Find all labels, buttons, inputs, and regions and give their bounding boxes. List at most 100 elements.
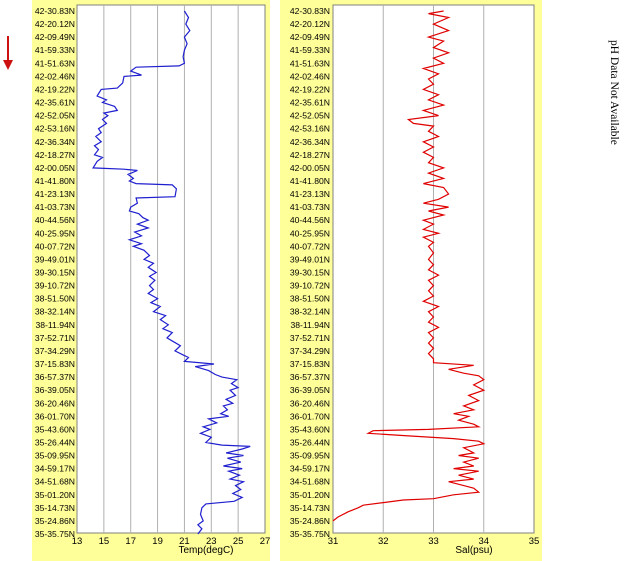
latitude-label: 37-34.29N bbox=[290, 346, 330, 356]
latitude-label: 35-24.86N bbox=[290, 516, 330, 526]
ph-unavailable-note: pH Data Not Available bbox=[608, 40, 620, 145]
latitude-label: 41-51.63N bbox=[35, 58, 75, 68]
latitude-label: 42-52.05N bbox=[35, 111, 75, 121]
latitude-label: 35-14.73N bbox=[290, 503, 330, 513]
latitude-label: 37-15.83N bbox=[290, 359, 330, 369]
temp-series-line bbox=[92, 10, 251, 535]
latitude-label: 36-01.70N bbox=[290, 411, 330, 421]
latitude-label: 40-07.72N bbox=[290, 241, 330, 251]
latitude-label: 41-59.33N bbox=[35, 45, 75, 55]
latitude-label: 35-14.73N bbox=[35, 503, 75, 513]
latitude-label: 42-00.05N bbox=[35, 163, 75, 173]
x-tick-label: 15 bbox=[99, 536, 110, 547]
latitude-label: 42-35.61N bbox=[35, 98, 75, 108]
temp-x-axis: 13 15 17 19 21 23 25 27 bbox=[72, 536, 271, 547]
latitude-label: 42-36.34N bbox=[35, 137, 75, 147]
latitude-label: 42-18.27N bbox=[290, 150, 330, 160]
latitude-label: 35-43.60N bbox=[35, 424, 75, 434]
latitude-label: 39-30.15N bbox=[35, 268, 75, 278]
latitude-label: 38-32.14N bbox=[35, 307, 75, 317]
x-tick-label: 31 bbox=[328, 536, 339, 547]
latitude-label: 35-26.44N bbox=[35, 437, 75, 447]
temp-x-axis-label: Temp(degC) bbox=[178, 545, 233, 556]
x-tick-label: 25 bbox=[233, 536, 244, 547]
latitude-label: 42-19.22N bbox=[290, 84, 330, 94]
x-tick-label: 33 bbox=[428, 536, 439, 547]
latitude-label: 42-53.16N bbox=[35, 124, 75, 134]
latitude-label: 37-34.29N bbox=[35, 346, 75, 356]
x-tick-label: 13 bbox=[72, 536, 83, 547]
latitude-label: 39-10.72N bbox=[35, 281, 75, 291]
x-tick-label: 23 bbox=[206, 536, 217, 547]
latitude-label: 42-30.83N bbox=[290, 6, 330, 16]
latitude-label: 41-23.13N bbox=[290, 189, 330, 199]
sal-x-axis: 31 32 33 34 35 bbox=[328, 536, 540, 547]
x-tick-label: 34 bbox=[478, 536, 489, 547]
x-tick-label: 32 bbox=[378, 536, 389, 547]
x-tick-label: 27 bbox=[260, 536, 271, 547]
latitude-label: 41-41.80N bbox=[290, 176, 330, 186]
latitude-label: 36-01.70N bbox=[35, 411, 75, 421]
latitude-label: 38-51.50N bbox=[290, 294, 330, 304]
latitude-label: 42-18.27N bbox=[35, 150, 75, 160]
latitude-label: 35-26.44N bbox=[290, 437, 330, 447]
latitude-label: 42-36.34N bbox=[290, 137, 330, 147]
latitude-label: 41-41.80N bbox=[35, 176, 75, 186]
latitude-label: 39-10.72N bbox=[290, 281, 330, 291]
latitude-label: 41-03.73N bbox=[35, 202, 75, 212]
temp-latitude-axis: 42-30.83N 42-20.12N 42-09.49N 41-59.33N 41-5… bbox=[35, 6, 75, 539]
latitude-label: 36-57.37N bbox=[290, 372, 330, 382]
latitude-label: 42-30.83N bbox=[35, 6, 75, 16]
latitude-label: 34-59.17N bbox=[35, 464, 75, 474]
latitude-label: 34-51.68N bbox=[290, 477, 330, 487]
latitude-label: 34-51.68N bbox=[35, 477, 75, 487]
latitude-label: 35-24.86N bbox=[35, 516, 75, 526]
latitude-label: 37-52.71N bbox=[290, 333, 330, 343]
latitude-label: 42-20.12N bbox=[290, 19, 330, 29]
latitude-label: 36-39.05N bbox=[290, 385, 330, 395]
latitude-label: 42-20.12N bbox=[35, 19, 75, 29]
latitude-label: 36-20.46N bbox=[290, 398, 330, 408]
latitude-label: 37-15.83N bbox=[35, 359, 75, 369]
latitude-label: 41-51.63N bbox=[290, 58, 330, 68]
latitude-label: 35-01.20N bbox=[290, 490, 330, 500]
latitude-label: 36-57.37N bbox=[35, 372, 75, 382]
latitude-label: 42-09.49N bbox=[290, 32, 330, 42]
latitude-label: 42-52.05N bbox=[290, 111, 330, 121]
latitude-label: 42-19.22N bbox=[35, 84, 75, 94]
latitude-label: 42-53.16N bbox=[290, 124, 330, 134]
latitude-label: 35-09.95N bbox=[35, 451, 75, 461]
latitude-label: 38-11.94N bbox=[36, 320, 76, 330]
latitude-label: 38-51.50N bbox=[35, 294, 75, 304]
latitude-label: 41-23.13N bbox=[35, 189, 75, 199]
sal-latitude-axis: 42-30.83N 42-20.12N 42-09.49N 41-59.33N 41-5… bbox=[290, 6, 330, 539]
latitude-label: 39-30.15N bbox=[290, 268, 330, 278]
x-tick-label: 17 bbox=[125, 536, 136, 547]
latitude-label: 35-35.75N bbox=[290, 529, 330, 539]
latitude-label: 40-44.56N bbox=[35, 215, 75, 225]
latitude-label: 34-59.17N bbox=[290, 464, 330, 474]
latitude-label: 37-52.71N bbox=[35, 333, 75, 343]
latitude-label: 36-39.05N bbox=[35, 385, 75, 395]
latitude-label: 40-25.95N bbox=[290, 228, 330, 238]
x-tick-label: 21 bbox=[179, 536, 190, 547]
latitude-label: 35-35.75N bbox=[35, 529, 75, 539]
latitude-label: 42-35.61N bbox=[290, 98, 330, 108]
latitude-label: 40-44.56N bbox=[290, 215, 330, 225]
latitude-label: 39-49.01N bbox=[290, 254, 330, 264]
latitude-label: 40-25.95N bbox=[35, 228, 75, 238]
latitude-label: 36-20.46N bbox=[35, 398, 75, 408]
x-tick-label: 19 bbox=[152, 536, 163, 547]
latitude-label: 42-02.46N bbox=[35, 71, 75, 81]
red-down-arrow-icon bbox=[3, 36, 13, 70]
latitude-label: 39-49.01N bbox=[35, 254, 75, 264]
latitude-label: 42-00.05N bbox=[290, 163, 330, 173]
latitude-label: 35-09.95N bbox=[290, 451, 330, 461]
latitude-label: 41-03.73N bbox=[290, 202, 330, 212]
latitude-label: 42-02.46N bbox=[290, 71, 330, 81]
latitude-label: 42-09.49N bbox=[35, 32, 75, 42]
temp-gridlines bbox=[103, 5, 239, 533]
latitude-label: 35-01.20N bbox=[35, 490, 75, 500]
sal-x-axis-label: Sal(psu) bbox=[455, 545, 492, 556]
